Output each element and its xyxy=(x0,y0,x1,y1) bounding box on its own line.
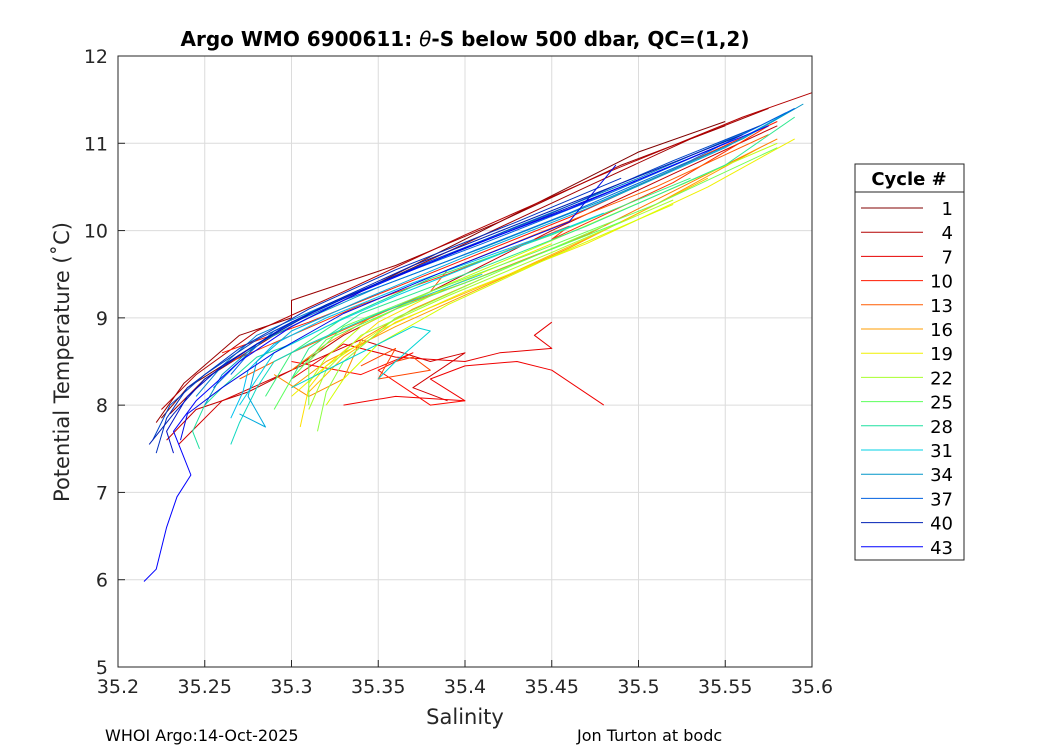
legend-label-43: 43 xyxy=(930,538,953,559)
series-line-cycle-4 xyxy=(161,92,813,410)
legend-box xyxy=(854,163,965,561)
y-tick-label: 6 xyxy=(96,570,108,592)
x-tick-label: 35.45 xyxy=(525,676,579,698)
legend-label-10: 10 xyxy=(930,272,953,293)
y-tick-label: 10 xyxy=(84,221,108,243)
legend-label-31: 31 xyxy=(930,441,953,462)
series-line-cycle-19 xyxy=(291,138,795,397)
x-axis-label: Salinity xyxy=(426,705,504,729)
series-line-cycle-22 xyxy=(308,199,674,410)
x-tick-label: 35.4 xyxy=(444,676,486,698)
series-line-cycle-31 xyxy=(239,212,604,406)
x-tick-label: 35.25 xyxy=(178,676,232,698)
y-tick-label: 5 xyxy=(96,657,108,679)
legend-label-25: 25 xyxy=(930,393,953,414)
series-line-cycle-13 xyxy=(239,134,769,380)
y-axis-label: Potential Temperature (˚C) xyxy=(50,222,74,502)
series-line-cycle-15 xyxy=(273,278,483,397)
series-line-cycle-1 xyxy=(161,121,726,419)
y-tick-label: 12 xyxy=(84,46,108,68)
legend-label-7: 7 xyxy=(942,247,953,268)
series-line-cycle-20 xyxy=(325,203,674,406)
series-line-cycle-25 xyxy=(273,221,622,410)
series-line-cycle-32 xyxy=(230,238,535,419)
footer-author: Jon Turton at bodc xyxy=(577,726,723,745)
y-tick-label: 8 xyxy=(96,395,108,417)
y-tick-label: 7 xyxy=(96,482,108,504)
legend-label-22: 22 xyxy=(930,368,953,389)
legend-label-4: 4 xyxy=(942,223,953,244)
x-tick-label: 35.35 xyxy=(351,676,405,698)
series-line-cycle-42 xyxy=(180,164,617,441)
legend-entries: 1 4 7 10 13 16 19 22 25 28 31 34 37 40 43 xyxy=(861,199,953,559)
series-line-cycle-23 xyxy=(317,225,604,432)
series-line-cycle-29 xyxy=(230,273,483,445)
legend-label-19: 19 xyxy=(930,344,953,365)
legend-label-34: 34 xyxy=(930,465,953,486)
series-line-cycle-24 xyxy=(308,147,778,406)
series-line-cycle-6 xyxy=(178,339,466,445)
x-tick-label: 35.5 xyxy=(617,676,659,698)
series-line-cycle-36 xyxy=(213,112,787,389)
footer-source-date: WHOI Argo:14-Oct-2025 xyxy=(105,726,299,745)
x-tick-label: 35.55 xyxy=(698,676,752,698)
legend-label-40: 40 xyxy=(930,514,953,535)
legend: Cycle # 1 4 7 10 13 16 19 22 25 28 31 34 37 40 43 xyxy=(854,163,965,561)
legend-label-16: 16 xyxy=(930,320,953,341)
series-line-cycle-5 xyxy=(166,125,778,441)
series-line-cycle-7 xyxy=(291,321,553,380)
series-line-cycle-39 xyxy=(155,177,622,454)
series-line-cycle-33 xyxy=(239,107,795,428)
legend-label-37: 37 xyxy=(930,489,953,510)
x-tick-label: 35.3 xyxy=(270,676,312,698)
chart-title: Argo WMO 6900611: θ-S below 500 dbar, QC… xyxy=(181,27,750,51)
legend-label-1: 1 xyxy=(942,199,953,220)
data-series xyxy=(143,92,813,582)
y-tick-label: 11 xyxy=(84,133,108,155)
y-tick-label: 9 xyxy=(96,308,108,330)
legend-label-28: 28 xyxy=(930,417,953,438)
axis-ticks: 35.2 35.25 35.3 35.35 35.4 35.45 35.5 35.55 35.6… xyxy=(84,46,833,698)
series-line-cycle-41 xyxy=(166,142,726,454)
series-line-cycle-43 xyxy=(143,125,769,582)
legend-title: Cycle # xyxy=(871,169,946,190)
series-line-cycle-27 xyxy=(291,116,795,380)
series-line-cycle-30 xyxy=(291,326,431,389)
series-line-cycle-12 xyxy=(360,347,431,380)
series-line-cycle-8 xyxy=(343,361,605,406)
x-tick-label: 35.2 xyxy=(97,676,139,698)
x-tick-label: 35.6 xyxy=(791,676,833,698)
legend-label-13: 13 xyxy=(930,296,953,317)
